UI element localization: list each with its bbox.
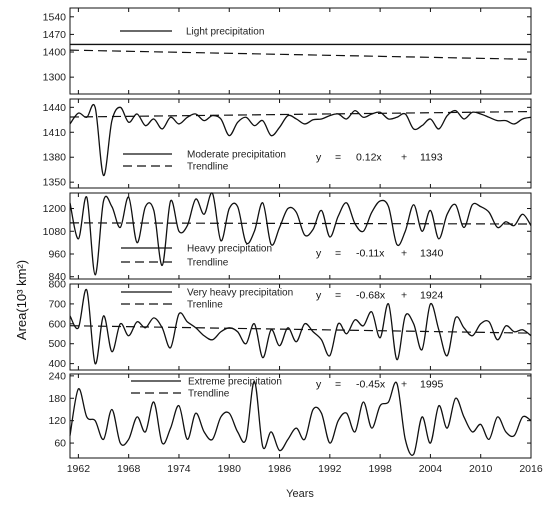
trend-equation-part: = (335, 379, 341, 391)
y-tick-label: 60 (54, 438, 66, 450)
y-tick-label: 700 (48, 298, 66, 310)
panel-frame (69, 7, 532, 95)
legend-label: Very heavy precipitation (187, 288, 293, 299)
x-tick-label: 1986 (268, 463, 292, 475)
y-tick-label: 1400 (43, 47, 67, 59)
trend-equation-part: + (401, 248, 407, 260)
legend-label-trendline: Trendline (187, 258, 229, 269)
trend-equation-part: y (316, 290, 322, 302)
trend-equation-part: + (401, 379, 407, 391)
x-tick-label: 1998 (368, 463, 392, 475)
x-tick-label: 1992 (318, 463, 342, 475)
trend-equation-part: 1340 (420, 248, 444, 260)
y-tick-label: 1540 (43, 11, 67, 23)
panel-frame (69, 373, 532, 459)
y-tick-label: 500 (48, 338, 66, 350)
trend-equation-part: 0.12x (356, 152, 382, 164)
trend-equation-part: -0.68x (356, 290, 386, 302)
legend-label-trendline: Trenline (187, 300, 223, 311)
y-tick-label: 400 (48, 358, 66, 370)
y-tick-label: 1300 (43, 72, 67, 84)
series-line-extreme (69, 380, 532, 456)
trend-equation-part: y (316, 248, 322, 260)
y-tick-label: 180 (48, 393, 66, 405)
trendline (69, 325, 532, 334)
y-tick-label: 960 (48, 248, 66, 260)
legend-label: Light precipitation (186, 27, 264, 38)
trend-equation-part: 1924 (420, 290, 444, 302)
trendline (69, 110, 532, 118)
x-tick-label: 2004 (419, 463, 443, 475)
y-tick-label: 800 (48, 279, 66, 291)
trend-equation-part: 1193 (420, 152, 443, 164)
y-tick-label: 1200 (43, 203, 67, 215)
series-line-moderate (69, 103, 532, 177)
trendline (69, 222, 532, 225)
y-tick-label: 1440 (43, 102, 67, 114)
x-tick-label: 1962 (67, 463, 91, 475)
legend-label-trendline: Trendline (187, 162, 229, 173)
trend-equation-part: -0.45x (356, 379, 386, 391)
trend-equation-part: + (401, 152, 407, 164)
panel-light: 1300 1400 1470 1540 Light precipitation (43, 7, 532, 95)
legend-label: Heavy precipitation (187, 244, 272, 255)
y-tick-label: 1080 (43, 226, 67, 238)
legend-label: Extreme precipitation (188, 377, 282, 388)
panel-heavy: 840 960 1080 1200 Heavy precipitation Trendli… (43, 192, 532, 283)
x-tick-label: 1968 (117, 463, 141, 475)
y-tick-label: 1470 (43, 29, 67, 41)
trend-equation-part: y (316, 152, 322, 164)
trend-equation-part: -0.11x (356, 248, 385, 260)
series-line-very-heavy (69, 289, 532, 365)
trendline (69, 49, 532, 60)
x-tick-label: 2010 (469, 463, 493, 475)
trend-equation-part: + (401, 290, 407, 302)
trend-equation-part: 1995 (420, 379, 444, 391)
x-tick-label: 2016 (519, 463, 543, 475)
series-line-heavy (69, 192, 532, 276)
panel-frame (69, 283, 532, 371)
y-tick-label: 120 (48, 415, 66, 427)
trend-equation-part: = (335, 248, 341, 260)
panel-very-heavy: 400 500 600 700 800 Very heavy precipitationT… (48, 279, 532, 371)
y-axis-title: Area(10³ km²) (14, 260, 29, 340)
panel-moderate: 1350 1380 1410 1440 Moderate precipitationTr… (43, 98, 532, 189)
trend-equation-part: y (316, 379, 322, 391)
panel-frame (69, 192, 532, 280)
y-tick-label: 840 (48, 271, 66, 283)
y-tick-label: 1380 (43, 152, 67, 164)
legend-label-trendline: Trendline (188, 389, 230, 400)
x-axis-title: Years (286, 488, 314, 500)
panel-frame (69, 98, 532, 189)
trend-equation-part: = (335, 152, 341, 164)
legend-label: Moderate precipitation (187, 150, 286, 161)
x-tick-label: 1974 (167, 463, 191, 475)
x-tick-label: 1980 (218, 463, 242, 475)
y-tick-label: 240 (48, 370, 66, 382)
trend-equation-part: = (335, 290, 341, 302)
y-tick-label: 600 (48, 318, 66, 330)
y-tick-label: 1350 (43, 177, 67, 189)
y-tick-label: 1410 (43, 127, 67, 139)
